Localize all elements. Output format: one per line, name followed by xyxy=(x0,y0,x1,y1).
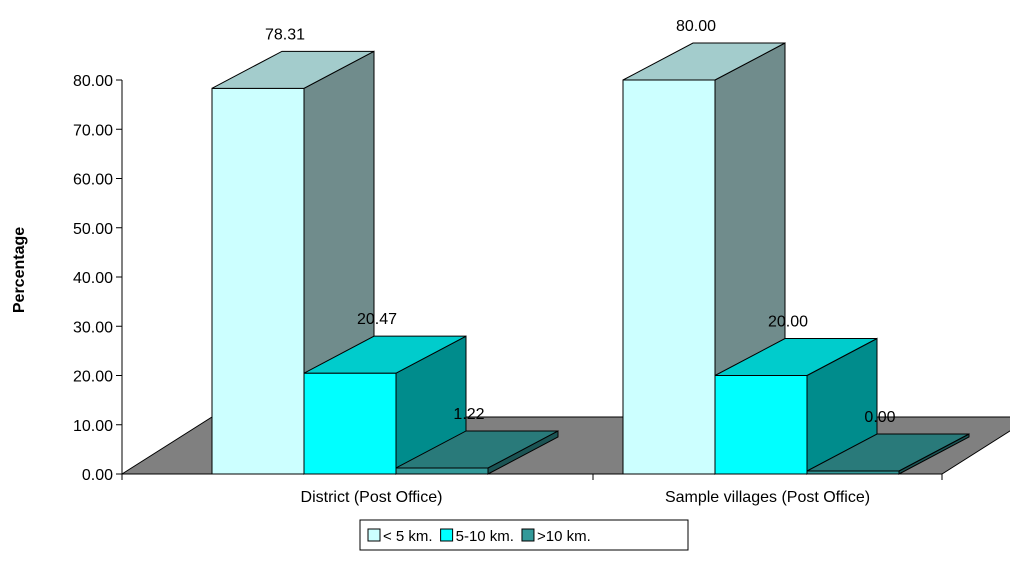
x-tick-label: Sample villages (Post Office) xyxy=(665,489,870,506)
legend-swatch xyxy=(440,528,454,542)
y-axis: 0.00 10.00 20.00 30.00 40.00 50.00 60.00 70.00 8… xyxy=(73,73,123,484)
data-label: 0.00 xyxy=(864,409,895,426)
data-labels: 78.31 20.47 1.22 80.00 20.00 0.00 xyxy=(265,18,896,426)
bar xyxy=(714,337,878,475)
legend-entry: >10 km. xyxy=(537,528,591,545)
data-label: 1.22 xyxy=(453,406,484,423)
y-tick-label: 10.00 xyxy=(73,418,113,435)
legend-swatch xyxy=(367,528,381,542)
legend-entry: 5-10 km. xyxy=(456,528,514,545)
bars xyxy=(211,42,970,475)
legend-entry: < 5 km. xyxy=(383,528,433,545)
y-tick-label: 30.00 xyxy=(73,319,113,336)
bar xyxy=(303,335,467,475)
bar xyxy=(395,430,559,475)
bar xyxy=(806,433,970,475)
data-label: 20.47 xyxy=(357,311,397,328)
data-label: 80.00 xyxy=(676,18,716,35)
y-axis-title: Percentage xyxy=(11,227,28,313)
x-axis: District (Post Office) Sample villages (P… xyxy=(121,473,943,506)
legend: < 5 km. 5-10 km. >10 km. xyxy=(359,519,689,551)
data-label: 20.00 xyxy=(768,314,808,331)
legend-swatch xyxy=(521,528,535,542)
y-tick-label: 80.00 xyxy=(73,73,113,90)
y-tick-label: 40.00 xyxy=(73,270,113,287)
x-tick-label: District (Post Office) xyxy=(301,489,443,506)
y-tick-label: 70.00 xyxy=(73,122,113,139)
y-tick-label: 60.00 xyxy=(73,172,113,189)
y-tick-label: 0.00 xyxy=(82,467,113,484)
y-tick-label: 50.00 xyxy=(73,221,113,238)
y-tick-label: 20.00 xyxy=(73,369,113,386)
data-label: 78.31 xyxy=(265,26,305,43)
